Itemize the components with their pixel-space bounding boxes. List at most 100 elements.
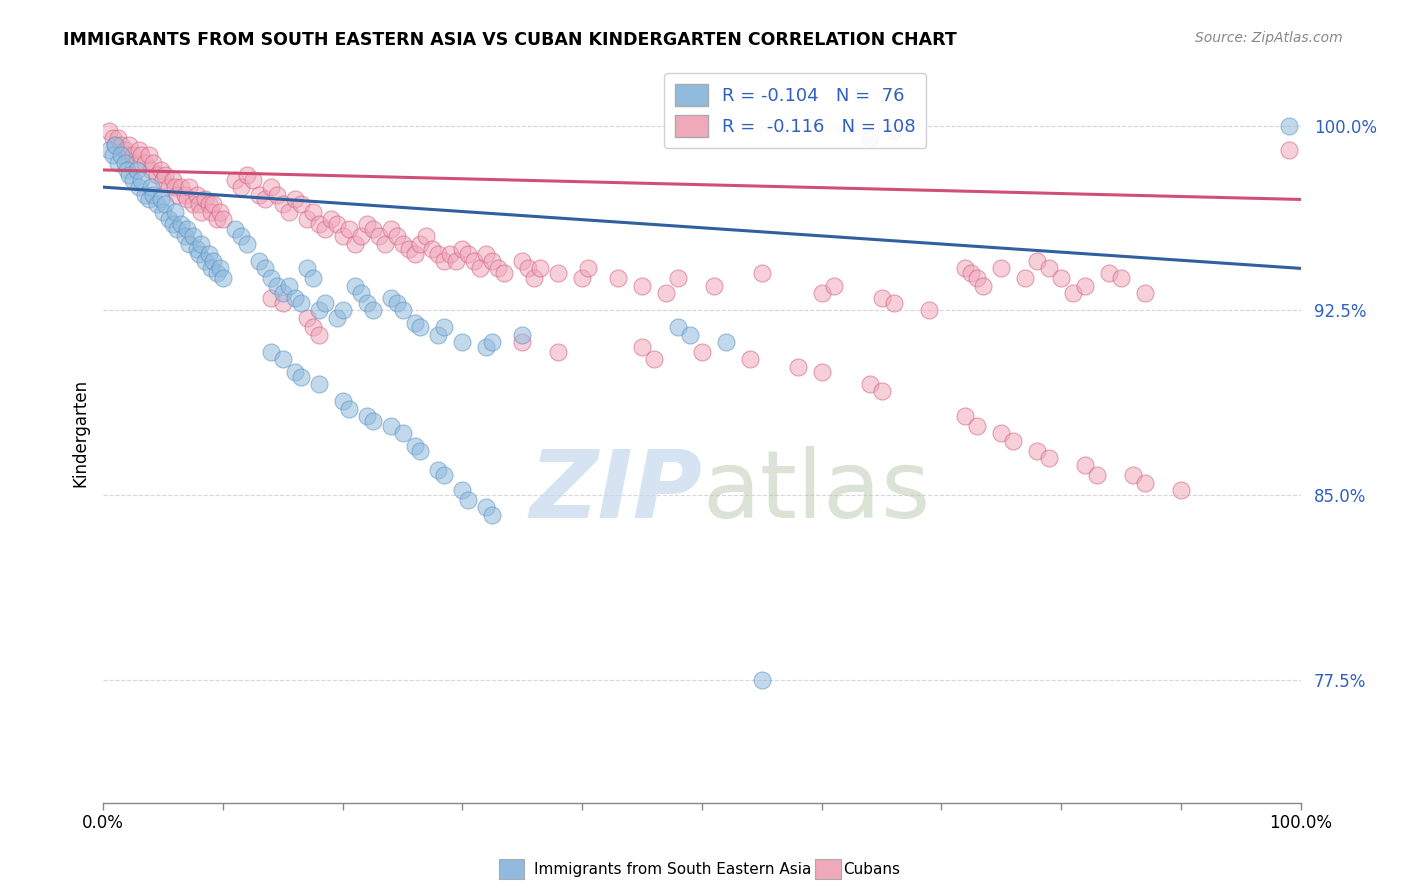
Point (361, 414, 384, 428)
Point (738, 352, 761, 367)
Point (858, 377, 880, 392)
Point (173, 187, 195, 202)
Point (157, 180, 180, 194)
Point (146, 168, 169, 182)
Point (510, 335, 533, 350)
Point (170, 180, 193, 194)
Point (470, 261, 492, 276)
Point (295, 212, 318, 227)
Point (114, 143, 136, 157)
Point (118, 138, 141, 153)
Point (361, 222, 384, 236)
Point (271, 285, 294, 300)
Point (463, 254, 485, 268)
Point (361, 303, 384, 318)
Point (122, 148, 145, 162)
Point (883, 296, 905, 310)
Point (301, 271, 323, 285)
Point (380, 222, 402, 236)
Point (1002, 434, 1025, 448)
Point (308, 303, 330, 318)
Point (409, 236, 432, 251)
Point (170, 217, 193, 231)
Point (202, 197, 225, 211)
Point (209, 204, 232, 219)
Point (187, 246, 209, 260)
Point (125, 155, 148, 169)
Point (972, 278, 994, 293)
Point (125, 162, 148, 177)
Point (187, 197, 209, 211)
Point (118, 168, 141, 182)
Point (253, 261, 276, 276)
Point (107, 155, 129, 169)
Point (679, 327, 702, 342)
Point (152, 204, 174, 219)
Point (224, 222, 246, 236)
Point (337, 222, 360, 236)
Point (666, 271, 689, 285)
Point (236, 236, 259, 251)
Point (655, 285, 678, 300)
Point (571, 271, 593, 285)
Point (205, 212, 228, 227)
Point (142, 187, 165, 202)
Point (115, 162, 138, 177)
Text: Immigrants from South Eastern Asia: Immigrants from South Eastern Asia (534, 863, 811, 877)
Point (131, 148, 153, 162)
Point (475, 246, 498, 260)
Point (308, 327, 330, 342)
Point (1026, 254, 1049, 268)
Point (380, 291, 402, 305)
Point (1109, 271, 1132, 285)
Point (1278, 119, 1301, 133)
Point (181, 229, 204, 244)
Point (107, 131, 129, 145)
Point (224, 173, 246, 187)
Point (966, 419, 988, 434)
Point (751, 673, 773, 687)
Point (149, 162, 172, 177)
Point (404, 246, 426, 260)
Text: ZIP: ZIP (529, 446, 702, 539)
Point (433, 468, 456, 483)
Point (356, 217, 378, 231)
Point (349, 285, 371, 300)
Point (475, 340, 498, 354)
Point (1026, 443, 1049, 458)
Point (166, 222, 188, 236)
Point (139, 162, 162, 177)
Point (325, 310, 347, 325)
Point (163, 180, 186, 194)
Point (714, 335, 737, 350)
Point (179, 236, 201, 251)
Point (110, 138, 132, 153)
Point (163, 204, 186, 219)
Point (703, 278, 725, 293)
Point (260, 180, 283, 194)
Point (260, 291, 283, 305)
Point (385, 296, 408, 310)
Point (284, 193, 307, 207)
Point (810, 285, 832, 300)
Point (162, 217, 184, 231)
Point (810, 365, 832, 379)
Point (332, 229, 354, 244)
Point (751, 266, 773, 280)
Point (494, 266, 516, 280)
Point (481, 254, 503, 268)
Point (391, 426, 413, 441)
Point (404, 439, 426, 453)
Point (451, 483, 474, 497)
Point (427, 463, 450, 477)
Point (242, 173, 264, 187)
Point (176, 193, 198, 207)
Point (131, 173, 153, 187)
Point (155, 197, 177, 211)
Point (190, 204, 212, 219)
Point (607, 271, 630, 285)
Point (343, 236, 366, 251)
Point (523, 271, 546, 285)
Point (194, 193, 217, 207)
Point (314, 222, 336, 236)
